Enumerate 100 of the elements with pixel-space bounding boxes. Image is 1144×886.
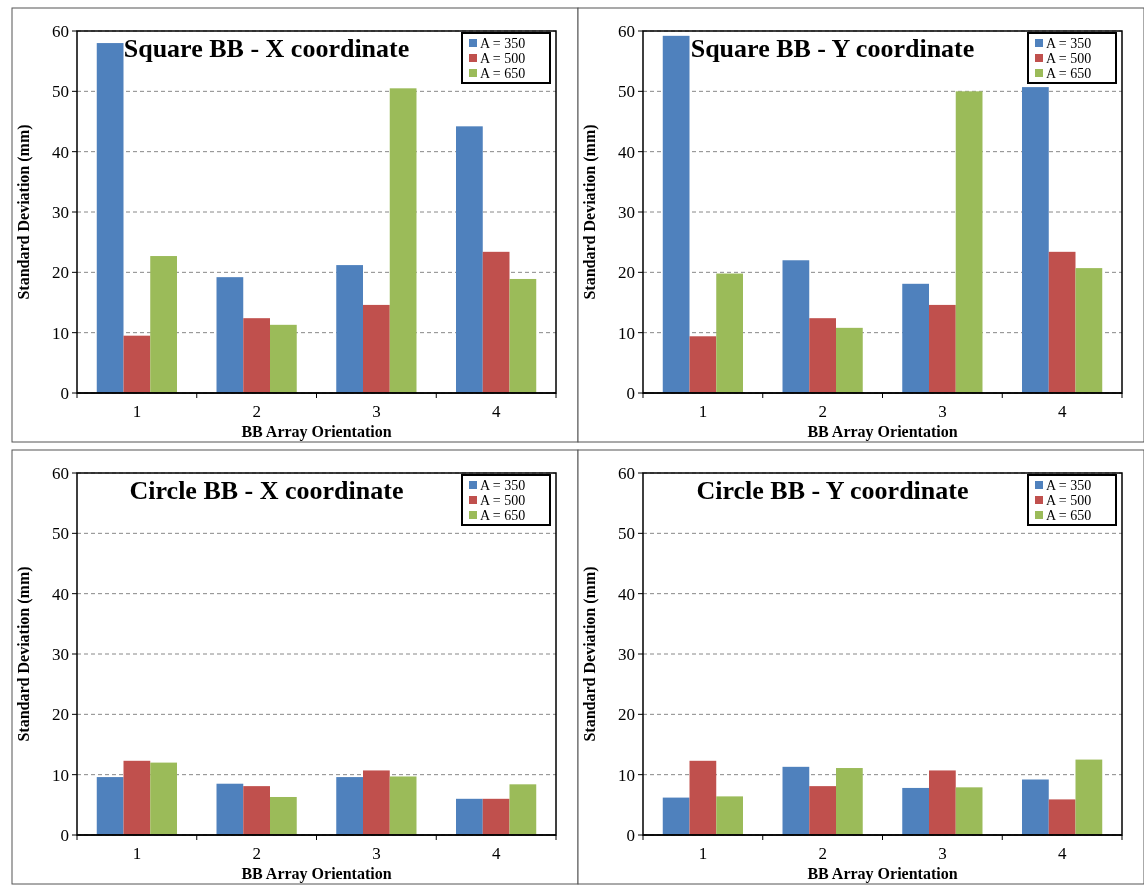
chart-title: Circle BB - Y coordinate [696, 476, 969, 505]
legend-label: A = 650 [1046, 507, 1092, 523]
legend-label: A = 500 [1046, 492, 1092, 508]
x-tick-label: 2 [252, 844, 261, 863]
x-tick-label: 4 [1057, 844, 1067, 863]
bar [902, 787, 929, 835]
bar [1022, 779, 1049, 835]
bar [716, 273, 743, 393]
bar [902, 283, 929, 393]
bar [1048, 251, 1076, 393]
bar [243, 786, 270, 835]
y-tick-label: 40 [618, 584, 635, 604]
x-tick-label: 2 [818, 844, 827, 863]
legend-label: A = 650 [1046, 65, 1092, 81]
y-tick-label: 40 [618, 142, 635, 162]
bar [243, 318, 270, 393]
x-tick-label: 2 [818, 402, 827, 421]
y-tick-label: 50 [52, 82, 69, 102]
bar [363, 770, 390, 835]
x-tick-label: 1 [132, 844, 142, 863]
x-tick-label: 4 [491, 844, 501, 863]
bar [270, 324, 297, 393]
bar [389, 776, 417, 835]
bar [716, 796, 743, 835]
bar [216, 783, 244, 835]
bar [123, 335, 151, 393]
y-tick-label: 60 [618, 463, 635, 483]
x-axis-title: BB Array Orientation [241, 865, 392, 883]
y-tick-label: 60 [618, 21, 635, 41]
bar [662, 797, 690, 835]
y-axis-title: Standard Deviation (mm) [581, 124, 599, 300]
y-tick-label: 0 [60, 383, 69, 403]
bar [689, 336, 717, 393]
bar [1048, 799, 1076, 835]
x-tick-label: 4 [491, 402, 501, 421]
bar [809, 318, 836, 393]
y-tick-label: 20 [52, 705, 69, 725]
legend-label: A = 350 [1046, 477, 1092, 493]
bar [363, 304, 390, 393]
x-axis-title: BB Array Orientation [807, 865, 958, 883]
legend-label: A = 500 [480, 492, 526, 508]
bar [336, 265, 363, 393]
bar [270, 796, 297, 835]
x-tick-label: 2 [252, 402, 261, 421]
x-tick-label: 1 [132, 402, 142, 421]
legend-label: A = 500 [1046, 50, 1092, 66]
bar [96, 777, 124, 835]
y-tick-label: 50 [52, 524, 69, 544]
y-tick-label: 50 [618, 82, 635, 102]
y-tick-label: 30 [52, 202, 69, 222]
x-tick-label: 3 [372, 402, 381, 421]
y-tick-label: 0 [60, 825, 69, 845]
chart-title: Square BB - Y coordinate [690, 34, 975, 63]
bar [389, 88, 417, 393]
bar [689, 760, 717, 835]
bar [482, 251, 510, 393]
y-tick-label: 0 [626, 825, 635, 845]
bar [809, 786, 836, 835]
y-tick-label: 10 [52, 323, 69, 343]
x-tick-label: 3 [938, 844, 947, 863]
bar [955, 91, 983, 393]
x-axis-title: BB Array Orientation [807, 423, 958, 441]
y-tick-label: 10 [618, 323, 635, 343]
bar [96, 43, 124, 393]
bar [782, 766, 810, 835]
chart-title: Circle BB - X coordinate [129, 476, 404, 505]
x-tick-label: 3 [938, 402, 947, 421]
x-tick-label: 4 [1057, 402, 1067, 421]
y-tick-label: 30 [618, 644, 635, 664]
y-tick-label: 20 [618, 705, 635, 725]
bar [662, 35, 690, 393]
y-tick-label: 40 [52, 584, 69, 604]
y-tick-label: 10 [52, 765, 69, 785]
bar [216, 277, 244, 393]
bar [150, 256, 177, 393]
bar [336, 777, 363, 835]
y-axis-title: Standard Deviation (mm) [15, 124, 33, 300]
bar [929, 770, 956, 835]
bar [509, 278, 537, 393]
legend-label: A = 650 [480, 65, 526, 81]
y-tick-label: 20 [618, 263, 635, 283]
x-tick-label: 3 [372, 844, 381, 863]
legend-label: A = 650 [480, 507, 526, 523]
bar [482, 798, 510, 835]
chart-title: Square BB - X coordinate [123, 34, 410, 63]
x-axis-title: BB Array Orientation [241, 423, 392, 441]
legend-label: A = 350 [1046, 35, 1092, 51]
y-tick-label: 30 [618, 202, 635, 222]
y-axis-title: Standard Deviation (mm) [581, 566, 599, 742]
legend-label: A = 350 [480, 35, 526, 51]
legend-label: A = 500 [480, 50, 526, 66]
bar [456, 798, 483, 835]
bar [1022, 87, 1049, 393]
x-tick-label: 1 [698, 402, 708, 421]
y-tick-label: 60 [52, 463, 69, 483]
bar [1075, 759, 1103, 835]
y-tick-label: 20 [52, 263, 69, 283]
bar [123, 760, 151, 835]
bar [836, 768, 863, 835]
bar [929, 304, 956, 393]
